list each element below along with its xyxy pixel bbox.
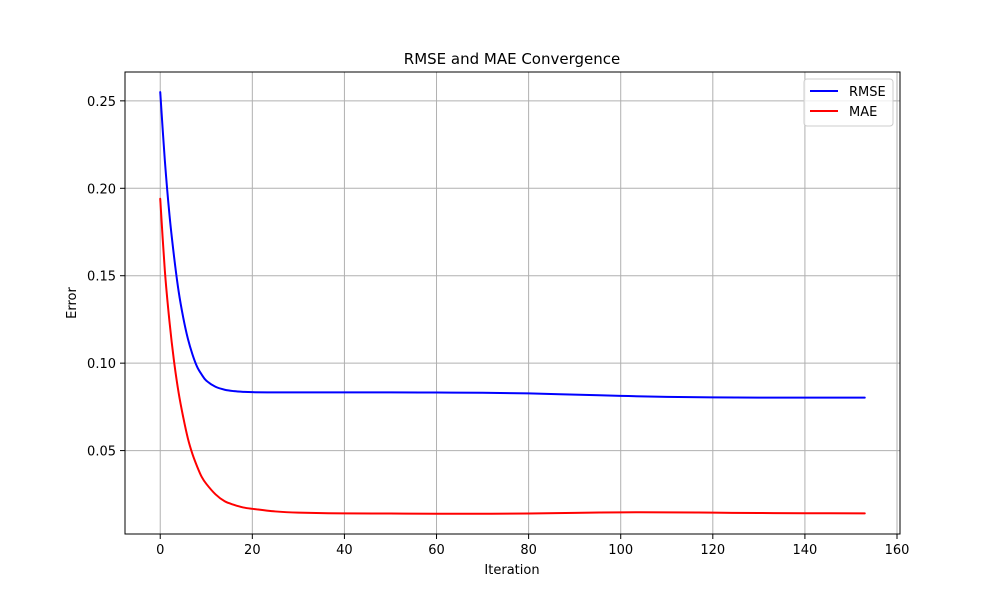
series-line-rmse bbox=[159, 91, 866, 399]
x-axis-label: Iteration bbox=[484, 563, 539, 578]
y-axis-label: Error bbox=[65, 287, 80, 319]
grid bbox=[125, 72, 900, 534]
x-tick-label: 160 bbox=[885, 543, 910, 558]
y-tick-label: 0.05 bbox=[87, 445, 116, 460]
series-line-mae bbox=[159, 197, 866, 515]
plot-frame bbox=[124, 71, 901, 535]
x-tick-label: 80 bbox=[520, 543, 537, 558]
y-tick-label: 0.10 bbox=[87, 357, 116, 372]
legend: RMSE MAE bbox=[803, 78, 894, 127]
x-tick-label: 20 bbox=[244, 543, 261, 558]
y-tick-label: 0.15 bbox=[87, 270, 116, 285]
x-tick-label: 40 bbox=[336, 543, 353, 558]
x-tick-label: 100 bbox=[608, 543, 633, 558]
chart-title: RMSE and MAE Convergence bbox=[404, 50, 620, 68]
x-tick-label: 0 bbox=[156, 543, 164, 558]
x-tick-label: 120 bbox=[700, 543, 725, 558]
x-tick-label: 140 bbox=[792, 543, 817, 558]
ticks: 0 20 40 60 80 100 120 140 160 0.05 0.10 0.15 0.20 0.2… bbox=[87, 95, 909, 558]
legend-label-rmse: RMSE bbox=[849, 85, 886, 100]
x-tick-label: 60 bbox=[428, 543, 445, 558]
y-tick-label: 0.25 bbox=[87, 95, 116, 110]
y-tick-label: 0.20 bbox=[87, 182, 116, 197]
series-layer bbox=[159, 91, 866, 515]
legend-label-mae: MAE bbox=[849, 105, 877, 120]
